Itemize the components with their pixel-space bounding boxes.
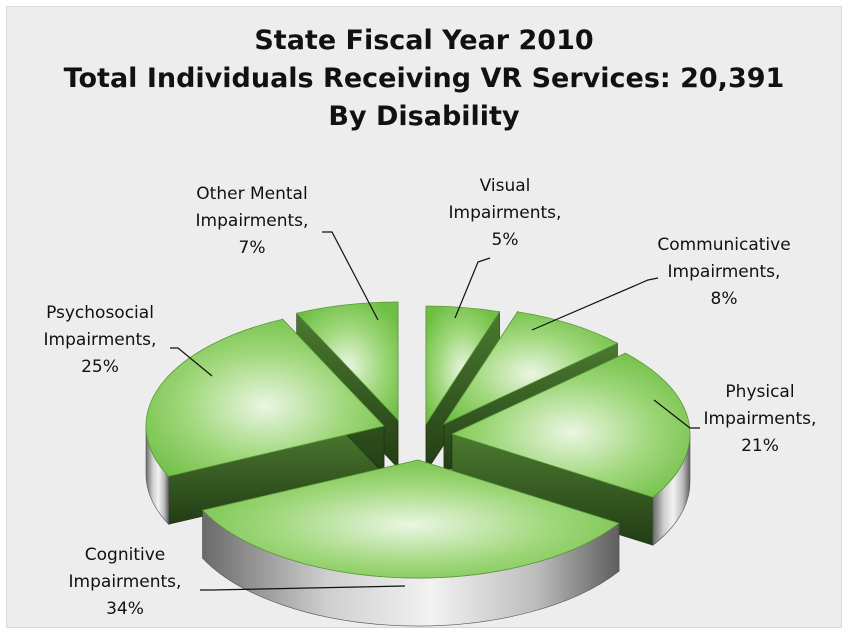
- slice-name-label: Impairments,: [196, 211, 309, 231]
- slice-name-label: Impairments,: [69, 572, 182, 592]
- title-line-2: Total Individuals Receiving VR Services:…: [63, 63, 785, 94]
- slice-percent-label: 7%: [239, 238, 266, 258]
- slice-percent-label: 5%: [492, 230, 519, 250]
- pie-slice-top: [145, 318, 385, 477]
- title-line-3: By Disability: [328, 101, 520, 132]
- pie-slice-2: [450, 352, 691, 546]
- leader-line: [170, 347, 213, 377]
- slice-name-label: Other Mental: [196, 184, 307, 204]
- leader-line: [200, 585, 406, 591]
- slice-label-4: Psychosocial Impairments, 25%: [44, 303, 213, 377]
- leader-line: [322, 231, 379, 321]
- slice-label-0: Visual Impairments, 5%: [449, 176, 562, 319]
- slice-name-label: Communicative: [657, 235, 790, 255]
- slice-percent-label: 8%: [711, 289, 738, 309]
- slice-label-3: Cognitive Impairments, 34%: [69, 545, 406, 619]
- slice-percent-label: 34%: [106, 599, 144, 619]
- pie-slice-top: [442, 311, 619, 425]
- slice-name-label: Cognitive: [85, 545, 165, 565]
- pie-slices: [145, 301, 691, 627]
- pie-slice-top: [425, 305, 501, 426]
- pie-slice-top: [295, 301, 399, 422]
- pie-slice-4: [145, 318, 385, 525]
- slice-label-1: Communicative Impairments, 8%: [531, 235, 791, 331]
- chart-title: State Fiscal Year 2010 Total Individuals…: [0, 22, 848, 136]
- slice-name-label: Impairments,: [449, 203, 562, 223]
- slice-name-label: Visual: [480, 176, 531, 196]
- pie-slice-3: [201, 459, 620, 627]
- slice-name-label: Impairments,: [704, 409, 817, 429]
- slice-name-label: Impairments,: [668, 262, 781, 282]
- slice-name-label: Physical: [725, 382, 794, 402]
- slice-name-label: Impairments,: [44, 330, 157, 350]
- slice-name-label: Psychosocial: [46, 303, 154, 323]
- pie-slice-top: [201, 459, 620, 579]
- title-line-1: State Fiscal Year 2010: [254, 25, 594, 56]
- leader-line: [531, 277, 659, 331]
- leader-line: [653, 399, 700, 429]
- slice-label-5: Other Mental Impairments, 7%: [196, 184, 379, 321]
- leader-line: [454, 257, 491, 319]
- slice-percent-label: 25%: [81, 357, 119, 377]
- pie-slice-top: [450, 352, 691, 498]
- slice-percent-label: 21%: [741, 436, 779, 456]
- slice-label-2: Physical Impairments, 21%: [653, 382, 817, 456]
- pie-labels: Visual Impairments, 5% Communicative Impairm…: [44, 176, 817, 619]
